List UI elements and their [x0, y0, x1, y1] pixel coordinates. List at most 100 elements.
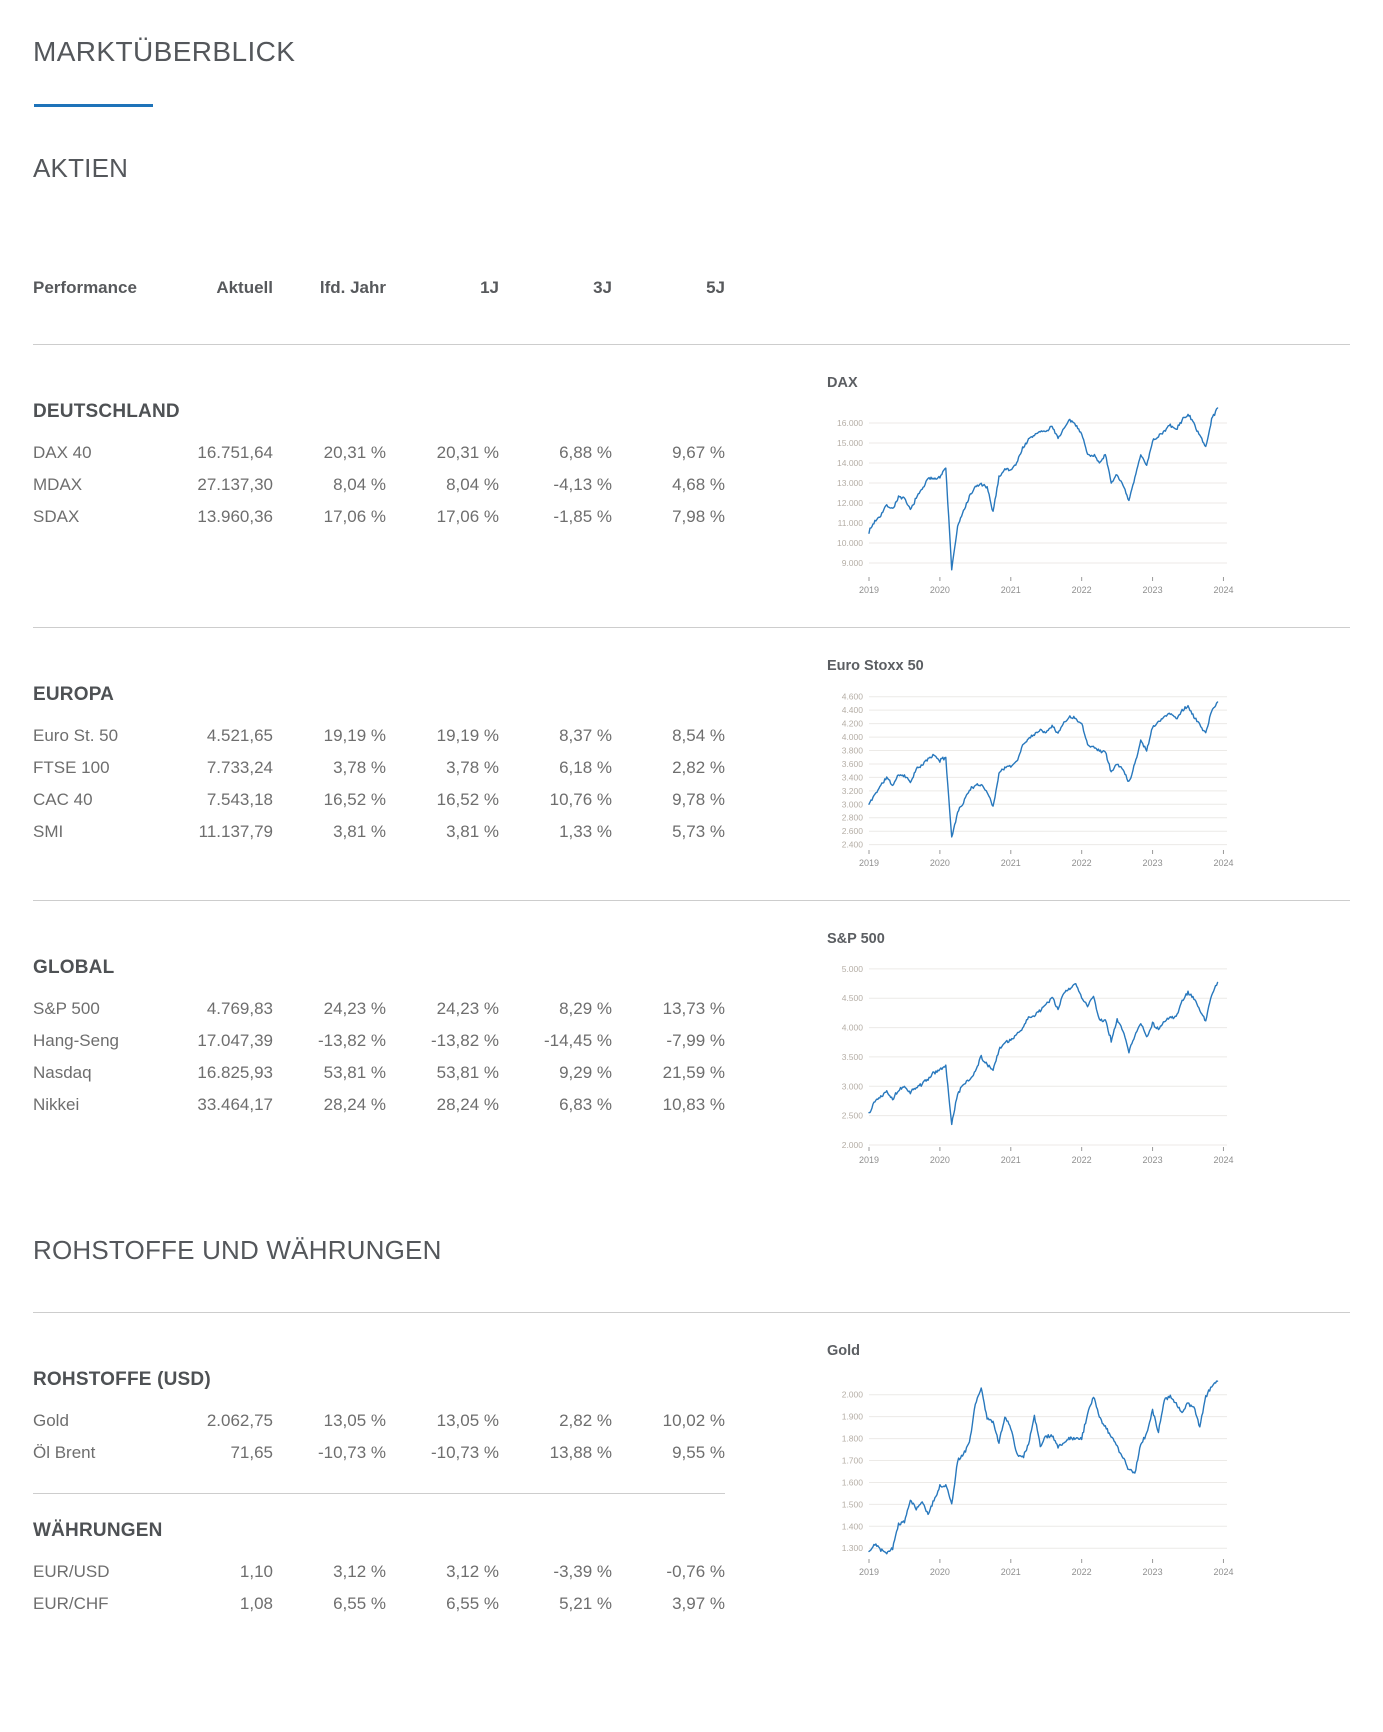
divider: [33, 627, 1350, 628]
chart-title: Euro Stoxx 50: [827, 658, 924, 674]
row-value: 2.062,75: [206, 1411, 273, 1430]
svg-text:2.400: 2.400: [842, 840, 864, 850]
svg-text:2.000: 2.000: [842, 1390, 864, 1400]
svg-text:2.500: 2.500: [842, 1111, 864, 1121]
svg-text:2023: 2023: [1143, 1567, 1163, 1577]
svg-text:12.000: 12.000: [837, 498, 863, 508]
table-header: Performance Aktuell lfd. Jahr 1J 3J 5J: [33, 278, 1350, 298]
row-value: 16.825,93: [197, 1063, 273, 1082]
svg-text:3.400: 3.400: [842, 772, 864, 782]
row-label: SMI: [33, 822, 64, 841]
row-value: 13.960,36: [197, 507, 273, 526]
line-chart: 2.000 2.500 3.000 3.500 4.000 4.500 5.000 2019 2…: [825, 957, 1245, 1171]
row-label: Gold: [33, 1411, 69, 1430]
svg-text:2023: 2023: [1143, 1155, 1163, 1165]
row-value: -14,45 %: [543, 1031, 612, 1050]
row-value: 6,18 %: [559, 758, 612, 777]
section-rohstoffe-waehrungen: ROHSTOFFE (USD) Gold 2.062,75 13,05 % 13,05…: [33, 1313, 1350, 1646]
row-value: 8,54 %: [672, 726, 725, 745]
column-header-3j: 3J: [593, 278, 612, 297]
svg-text:2020: 2020: [930, 858, 950, 868]
row-value: -3,39 %: [553, 1562, 612, 1581]
page-title: MARKTÜBERBLICK: [33, 36, 296, 67]
svg-text:2021: 2021: [1001, 858, 1021, 868]
row-value: 19,19 %: [436, 726, 499, 745]
row-value: -0,76 %: [666, 1562, 725, 1581]
row-value: 10,02 %: [662, 1411, 725, 1430]
svg-text:2020: 2020: [930, 585, 950, 595]
row-value: 53,81 %: [436, 1063, 499, 1082]
accent-rule: [34, 104, 153, 107]
svg-text:2020: 2020: [930, 1567, 950, 1577]
divider: [33, 344, 1350, 345]
row-value: 7,98 %: [672, 507, 725, 526]
svg-text:2019: 2019: [859, 1567, 879, 1577]
svg-text:3.500: 3.500: [842, 1052, 864, 1062]
table-row: S&P 500 4.769,83 24,23 % 24,23 % 8,29 % 13,73…: [33, 993, 725, 1025]
row-label: Hang-Seng: [33, 1031, 120, 1050]
svg-text:13.000: 13.000: [837, 478, 863, 488]
table-row: Nasdaq 16.825,93 53,81 % 53,81 % 9,29 % 21,59…: [33, 1057, 725, 1089]
row-value: 6,55 %: [446, 1594, 499, 1613]
row-value: 1,08: [239, 1594, 273, 1613]
row-label: EUR/CHF: [33, 1594, 109, 1613]
row-value: 17.047,39: [197, 1031, 273, 1050]
row-value: 9,78 %: [672, 790, 725, 809]
chart-title: S&P 500: [827, 931, 885, 947]
row-value: 28,24 %: [323, 1095, 386, 1114]
row-label: SDAX: [33, 507, 80, 526]
divider: [33, 1312, 1350, 1313]
table-row: EUR/USD 1,10 3,12 % 3,12 % -3,39 % -0,76 %: [33, 1556, 725, 1588]
group-title: WÄHRUNGEN: [33, 1520, 163, 1541]
svg-text:2022: 2022: [1072, 1567, 1092, 1577]
column-header-performance: Performance: [33, 278, 137, 297]
group-title: DEUTSCHLAND: [33, 401, 180, 422]
row-label: EUR/USD: [33, 1562, 110, 1581]
svg-text:4.600: 4.600: [842, 692, 864, 702]
row-label: FTSE 100: [33, 758, 110, 777]
row-label: Nikkei: [33, 1095, 80, 1114]
row-value: 3,12 %: [446, 1562, 499, 1581]
row-value: 9,67 %: [672, 443, 725, 462]
section-title-aktien: AKTIEN: [33, 153, 129, 183]
row-value: 9,55 %: [672, 1443, 725, 1462]
row-value: 16.751,64: [197, 443, 273, 462]
svg-text:3.600: 3.600: [842, 759, 864, 769]
section-deutschland: DEUTSCHLAND DAX 40 16.751,64 20,31 % 20,31 …: [33, 345, 1350, 627]
row-value: 3,12 %: [333, 1562, 386, 1581]
chart-title: DAX: [827, 375, 858, 391]
svg-text:2021: 2021: [1001, 585, 1021, 595]
svg-text:2022: 2022: [1072, 1155, 1092, 1165]
svg-text:2023: 2023: [1143, 858, 1163, 868]
row-value: 19,19 %: [323, 726, 386, 745]
row-value: 4.769,83: [206, 999, 273, 1018]
line-chart: 2.400 2.600 2.800 3.000 3.200 3.400 3.600 3.800…: [825, 684, 1245, 874]
line-chart: 9.000 10.000 11.000 12.000 13.000 14.000 15.00…: [825, 401, 1245, 601]
group-title: GLOBAL: [33, 957, 115, 978]
row-value: 28,24 %: [436, 1095, 499, 1114]
svg-text:2019: 2019: [859, 585, 879, 595]
row-value: 2,82 %: [559, 1411, 612, 1430]
svg-text:2.000: 2.000: [842, 1140, 864, 1150]
row-value: 16,52 %: [323, 790, 386, 809]
row-value: 2,82 %: [672, 758, 725, 777]
row-value: 3,78 %: [333, 758, 386, 777]
table-rows: S&P 500 4.769,83 24,23 % 24,23 % 8,29 % 13,73…: [33, 993, 725, 1121]
column-header-aktuell: Aktuell: [216, 278, 273, 297]
group-title: ROHSTOFFE (USD): [33, 1369, 211, 1390]
table-deutschland: DEUTSCHLAND DAX 40 16.751,64 20,31 % 20,31 …: [33, 375, 725, 533]
table-row: Hang-Seng 17.047,39 -13,82 % -13,82 % -14,45…: [33, 1025, 725, 1057]
svg-text:3.200: 3.200: [842, 786, 864, 796]
row-value: 8,29 %: [559, 999, 612, 1018]
table-rows: DAX 40 16.751,64 20,31 % 20,31 % 6,88 % 9,67 …: [33, 437, 725, 533]
section-global: GLOBAL S&P 500 4.769,83 24,23 % 24,23 % 8,29…: [33, 901, 1350, 1197]
column-header-5j: 5J: [706, 278, 725, 297]
row-value: 21,59 %: [662, 1063, 725, 1082]
table-row: DAX 40 16.751,64 20,31 % 20,31 % 6,88 % 9,67 …: [33, 437, 725, 469]
table-row: EUR/CHF 1,08 6,55 % 6,55 % 5,21 % 3,97 %: [33, 1588, 725, 1620]
row-value: -1,85 %: [553, 507, 612, 526]
svg-text:1.500: 1.500: [842, 1499, 864, 1509]
chart-block-eurostoxx: Euro Stoxx 50 2.400 2.600 2.800 3.000 3.200 3…: [825, 658, 1245, 874]
group-title: EUROPA: [33, 684, 115, 705]
